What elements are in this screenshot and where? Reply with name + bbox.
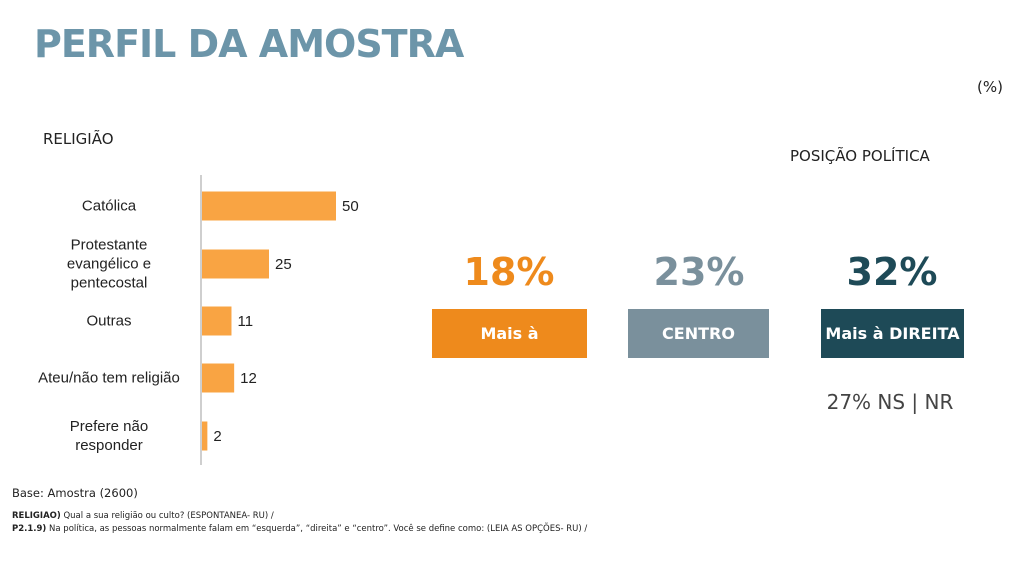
badge-center: CENTRO xyxy=(628,309,769,358)
data-label: 25 xyxy=(275,256,292,273)
bar xyxy=(202,421,208,451)
category-label-line: Católica xyxy=(81,197,137,215)
religion-bar-chart: 50 25 11 12 2 xyxy=(200,175,359,465)
percent-right: 32% xyxy=(846,250,938,294)
data-label: 11 xyxy=(237,313,253,330)
footnote-text: Na política, as pessoas normalmente fala… xyxy=(46,524,588,534)
category-label: Prefere não responder xyxy=(19,417,199,455)
bar xyxy=(202,249,269,279)
percent-center: 23% xyxy=(653,250,745,294)
ns-nr-label: 27% NS | NR xyxy=(826,390,954,414)
category-label-line: Outras xyxy=(86,312,132,330)
category-label: Protestante evangélico e pentecostal xyxy=(19,236,199,293)
category-label: Católica xyxy=(19,197,199,216)
category-label-line: Ateu/não tem religião xyxy=(38,369,180,387)
data-label: 50 xyxy=(342,198,359,215)
category-label: Outras xyxy=(19,312,199,331)
political-section-title: POSIÇÃO POLÍTICA xyxy=(790,147,930,165)
page-title: PERFIL DA AMOSTRA xyxy=(34,22,464,66)
category-label: Ateu/não tem religião xyxy=(19,369,199,388)
footnote-code: P2.1.9) xyxy=(12,524,47,534)
category-label-line: pentecostal xyxy=(70,274,148,292)
category-label-line: Prefere não xyxy=(69,418,149,435)
religion-section-title: RELIGIÃO xyxy=(43,130,114,148)
bar xyxy=(202,363,235,393)
category-label-line: evangélico e xyxy=(66,255,152,273)
footnote-politica: P2.1.9) Na política, as pessoas normalme… xyxy=(12,524,587,534)
footnote-religiao: RELIGIAO) Qual a sua religião ou culto? … xyxy=(12,511,274,521)
badge-right: Mais à DIREITA xyxy=(821,309,964,358)
footnote-code: RELIGIAO) xyxy=(12,511,61,521)
bar xyxy=(202,191,336,221)
data-label: 2 xyxy=(213,428,221,445)
percent-left: 18% xyxy=(463,250,555,294)
badge-left: Mais à ESQUERDA xyxy=(432,309,587,392)
data-label: 12 xyxy=(240,370,257,387)
unit-label: (%) xyxy=(977,78,1003,96)
bar xyxy=(202,306,232,336)
footnote-text: Qual a sua religião ou culto? (ESPONTANE… xyxy=(60,511,274,521)
category-label-line: responder xyxy=(75,437,143,454)
category-label-line: Protestante xyxy=(70,236,148,254)
base-note: Base: Amostra (2600) xyxy=(12,486,138,500)
